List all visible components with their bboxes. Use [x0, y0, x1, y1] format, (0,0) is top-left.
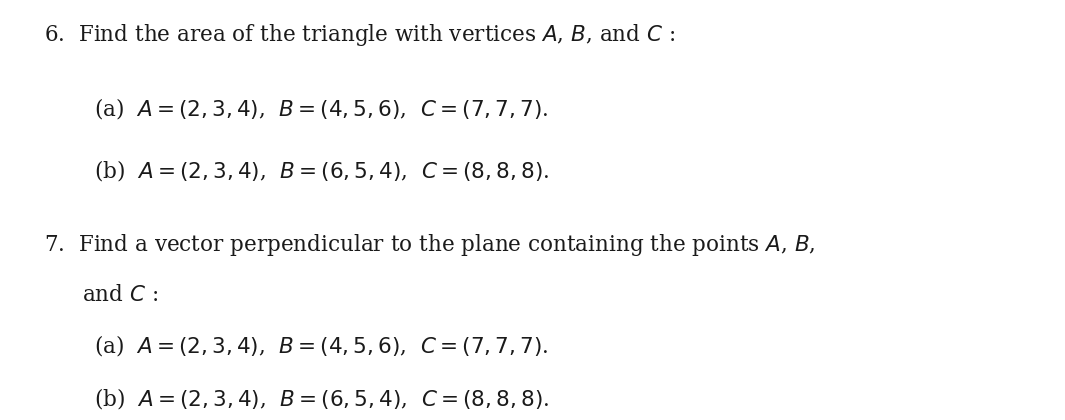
Text: and $C$ :: and $C$ : [82, 284, 159, 306]
Text: 7.  Find a vector perpendicular to the plane containing the points $A$, $B$,: 7. Find a vector perpendicular to the pl… [45, 232, 816, 258]
Text: (a)  $A = (2, 3, 4)$,  $B = (4, 5, 6)$,  $C = (7, 7, 7)$.: (a) $A = (2, 3, 4)$, $B = (4, 5, 6)$, $C… [94, 96, 548, 121]
Text: (b)  $A = (2, 3, 4)$,  $B = (6, 5, 4)$,  $C = (8, 8, 8)$.: (b) $A = (2, 3, 4)$, $B = (6, 5, 4)$, $C… [94, 158, 550, 183]
Text: (a)  $A = (2, 3, 4)$,  $B = (4, 5, 6)$,  $C = (7, 7, 7)$.: (a) $A = (2, 3, 4)$, $B = (4, 5, 6)$, $C… [94, 333, 548, 357]
Text: 6.  Find the area of the triangle with vertices $A$, $B$, and $C$ :: 6. Find the area of the triangle with ve… [45, 22, 675, 48]
Text: (b)  $A = (2, 3, 4)$,  $B = (6, 5, 4)$,  $C = (8, 8, 8)$.: (b) $A = (2, 3, 4)$, $B = (6, 5, 4)$, $C… [94, 386, 550, 411]
